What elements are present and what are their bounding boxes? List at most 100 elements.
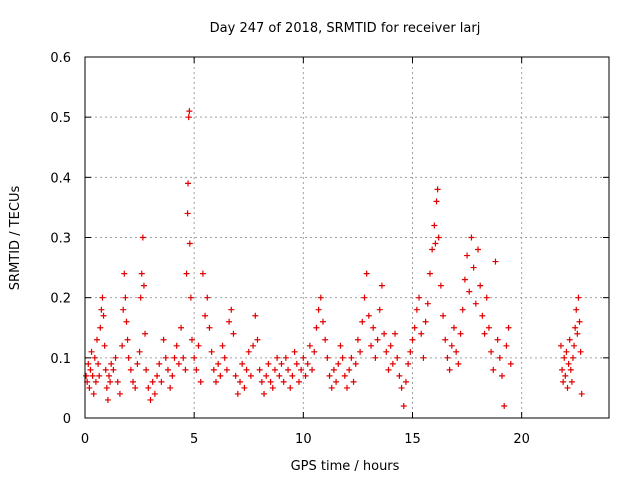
data-point <box>267 378 274 385</box>
data-point <box>573 306 580 313</box>
data-point <box>90 390 97 397</box>
data-point <box>110 366 117 373</box>
data-point <box>210 366 217 373</box>
data-point <box>357 348 364 355</box>
data-point <box>457 330 464 337</box>
data-point <box>468 234 475 241</box>
data-point <box>339 354 346 361</box>
data-point <box>184 210 191 217</box>
data-point <box>256 366 263 373</box>
data-point <box>424 300 431 307</box>
data-point <box>346 366 353 373</box>
data-point <box>183 270 190 277</box>
data-point <box>197 378 204 385</box>
data-point <box>440 312 447 319</box>
x-tick-label: 15 <box>404 432 421 447</box>
y-tick-label: 0.5 <box>50 111 71 126</box>
data-point <box>195 342 202 349</box>
data-point <box>139 234 146 241</box>
data-point <box>223 366 230 373</box>
data-point <box>350 378 357 385</box>
data-point <box>475 246 481 253</box>
data-point <box>178 324 185 331</box>
data-point <box>162 354 169 361</box>
data-point <box>164 366 171 373</box>
data-point <box>450 324 457 331</box>
data-point <box>446 366 453 373</box>
data-point <box>252 312 259 319</box>
data-point <box>202 312 209 319</box>
data-point <box>317 294 324 301</box>
data-point <box>374 336 381 343</box>
data-point <box>566 336 573 343</box>
data-point <box>83 372 90 379</box>
data-point <box>95 360 102 367</box>
data-point <box>322 336 329 343</box>
data-point <box>459 306 466 313</box>
data-point <box>98 306 105 313</box>
data-point <box>431 222 438 229</box>
data-point <box>420 354 427 361</box>
data-point <box>569 354 576 361</box>
y-tick-label: 0.6 <box>50 51 71 66</box>
data-point <box>258 378 265 385</box>
data-point <box>370 324 377 331</box>
data-point <box>239 360 246 367</box>
data-point <box>188 336 195 343</box>
data-point <box>434 186 441 193</box>
data-point <box>232 372 239 379</box>
data-point <box>437 282 444 289</box>
data-point <box>92 378 99 385</box>
data-point <box>101 342 108 349</box>
data-point <box>405 360 412 367</box>
data-point <box>435 234 442 241</box>
data-point <box>365 312 372 319</box>
data-point <box>187 294 194 301</box>
data-point <box>88 348 95 355</box>
data-point <box>577 348 584 355</box>
data-point <box>503 342 510 349</box>
data-point <box>173 342 180 349</box>
data-point <box>134 360 141 367</box>
data-point <box>169 372 176 379</box>
data-point <box>507 360 514 367</box>
data-point <box>149 378 156 385</box>
data-point <box>444 354 451 361</box>
y-tick-label: 0.1 <box>50 352 71 367</box>
data-point <box>319 318 326 325</box>
data-point <box>125 354 132 361</box>
data-point <box>213 378 219 385</box>
data-point <box>219 342 226 349</box>
chart-title: Day 247 of 2018, SRMTID for receiver lar… <box>210 21 481 36</box>
data-point <box>122 294 129 301</box>
data-point <box>383 348 390 355</box>
data-point <box>485 324 492 331</box>
data-point <box>442 336 449 343</box>
data-point <box>361 294 368 301</box>
data-point <box>400 402 407 409</box>
data-point <box>241 384 248 391</box>
data-point <box>89 372 96 379</box>
data-point <box>234 390 241 397</box>
data-point <box>389 360 396 367</box>
axis-ticks: 0 0.1 0.2 0.3 0.4 0.5 0.6 0 5 10 15 20 <box>50 51 609 447</box>
grid <box>85 57 609 418</box>
data-point <box>94 336 101 343</box>
data-point <box>354 336 361 343</box>
data-point <box>204 294 211 301</box>
data-point <box>564 384 571 391</box>
data-point <box>250 342 257 349</box>
data-point <box>398 384 405 391</box>
data-point <box>136 348 143 355</box>
data-point <box>96 372 103 379</box>
data-point <box>344 384 350 391</box>
data-point <box>466 288 473 295</box>
data-point <box>116 390 123 397</box>
data-point <box>154 372 161 379</box>
data-point <box>505 324 512 331</box>
data-point <box>160 336 167 343</box>
data-point <box>563 348 570 355</box>
data-point <box>289 372 296 379</box>
data-point <box>326 372 333 379</box>
data-point <box>429 246 436 253</box>
